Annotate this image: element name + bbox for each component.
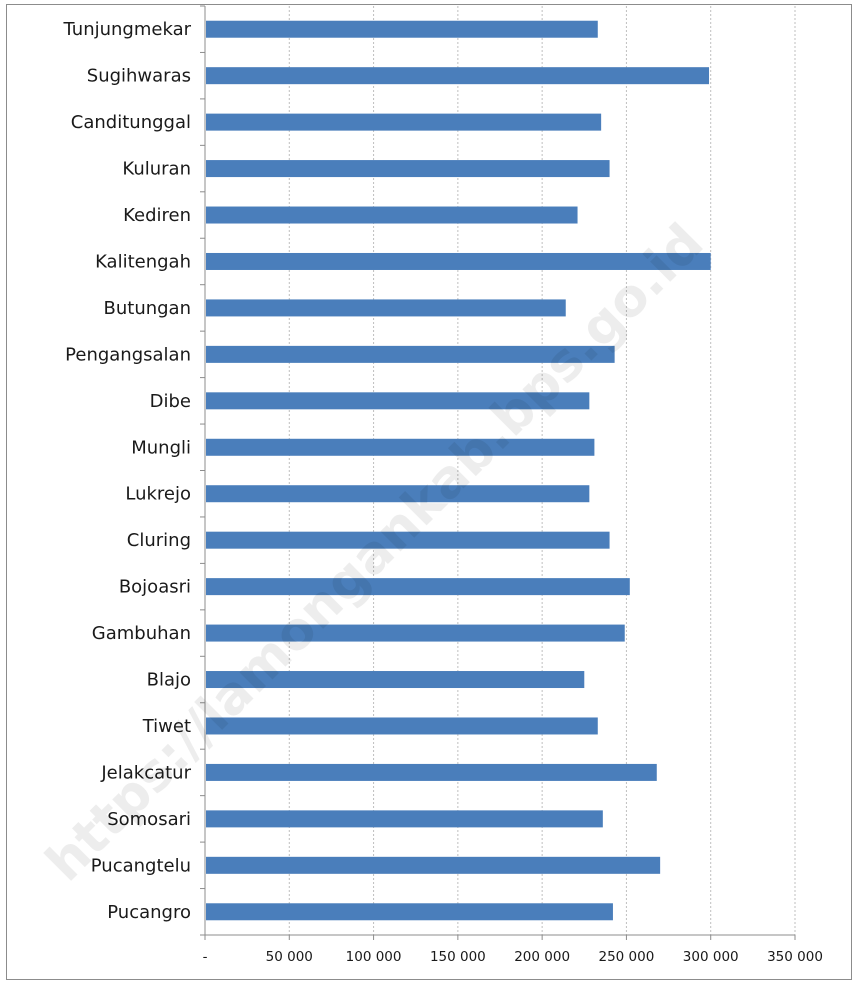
bar xyxy=(206,345,615,363)
bar-chart: Tunjungmekar Sugihwaras Canditunggal Kulura… xyxy=(35,5,823,965)
x-tick-label: 300 000 xyxy=(683,949,739,965)
bar xyxy=(206,252,711,270)
category-label: Blajo xyxy=(147,670,191,691)
bar xyxy=(206,903,613,921)
category-label: Cluring xyxy=(127,530,191,551)
labels: Tunjungmekar Sugihwaras Canditunggal Kulura… xyxy=(63,19,823,965)
bars xyxy=(206,20,711,921)
category-label: Pucangro xyxy=(107,902,191,923)
bar xyxy=(206,531,610,549)
category-label: Somosari xyxy=(107,809,191,830)
bar xyxy=(206,160,610,178)
chart-frame: Tunjungmekar Sugihwaras Canditunggal Kulura… xyxy=(6,4,852,980)
category-label: Pucangtelu xyxy=(91,855,191,876)
category-label: Dibe xyxy=(150,391,191,412)
category-label: Tiwet xyxy=(142,716,191,737)
category-label: Tunjungmekar xyxy=(63,19,192,40)
category-label: Canditunggal xyxy=(71,112,191,133)
bar xyxy=(206,67,710,85)
category-label: Sugihwaras xyxy=(87,66,191,87)
gridlines xyxy=(288,6,796,935)
x-tick-label: 100 000 xyxy=(346,949,402,965)
category-label: Bojoasri xyxy=(119,577,191,598)
x-tick-label: 200 000 xyxy=(514,949,570,965)
bar xyxy=(206,578,630,596)
bar xyxy=(206,113,602,131)
bar xyxy=(206,20,598,38)
x-tick-label: 250 000 xyxy=(599,949,655,965)
bar xyxy=(206,299,566,317)
bar xyxy=(206,856,661,874)
category-label: Gambuhan xyxy=(92,623,191,644)
axes xyxy=(200,5,796,940)
x-tick-label: - xyxy=(203,949,208,965)
bar xyxy=(206,810,603,828)
x-tick-label: 50 000 xyxy=(266,949,313,965)
bar xyxy=(206,485,590,503)
category-label: Kalitengah xyxy=(95,251,191,272)
category-label: Butungan xyxy=(104,298,192,319)
category-label: Kediren xyxy=(123,205,191,226)
bar xyxy=(206,206,578,224)
bar xyxy=(206,717,598,735)
x-tick-label: 350 000 xyxy=(767,949,823,965)
category-label: Kuluran xyxy=(122,159,191,180)
category-label: Pengangsalan xyxy=(65,344,191,365)
bar xyxy=(206,671,585,689)
bar xyxy=(206,763,657,781)
category-label: Mungli xyxy=(131,437,191,458)
bar xyxy=(206,624,625,642)
bar xyxy=(206,438,595,456)
category-label: Jelakcatur xyxy=(100,762,191,783)
category-label: Lukrejo xyxy=(125,484,191,505)
x-tick-label: 150 000 xyxy=(430,949,486,965)
bar xyxy=(206,392,590,410)
